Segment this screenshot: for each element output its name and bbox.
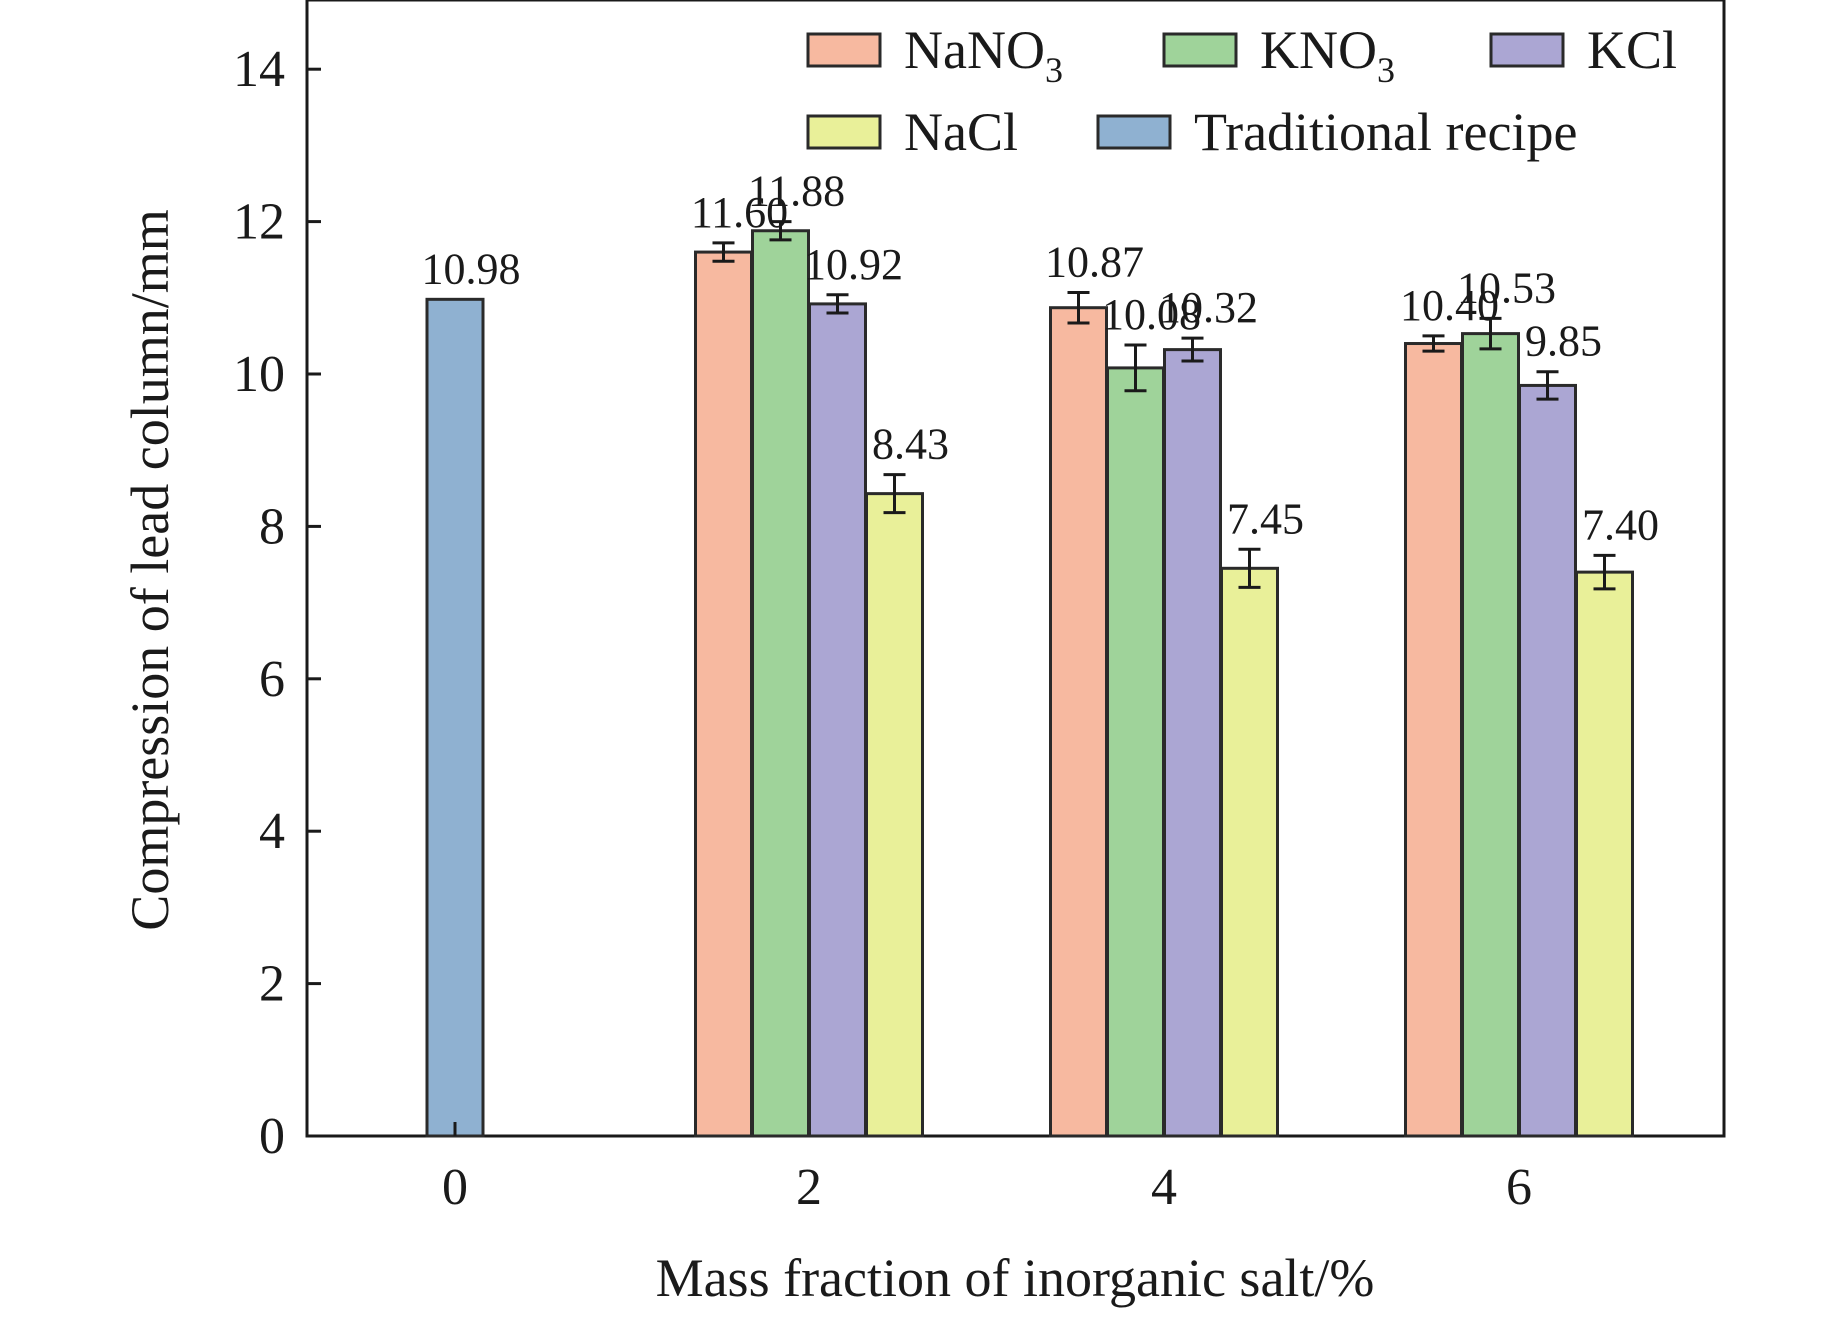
bar-traditional-0: [425, 297, 485, 1138]
legend-label-subscript: 3: [1377, 50, 1395, 90]
x-tick-label: 6: [1506, 1159, 1532, 1216]
legend-label-kcl: KCl: [1587, 20, 1677, 80]
x-tick-label: 2: [796, 1159, 822, 1216]
legend-label-traditional: Traditional recipe: [1194, 102, 1577, 162]
legend-label-text: Traditional recipe: [1194, 102, 1577, 162]
data-label-kcl-2: 10.92: [804, 240, 903, 289]
y-axis-title: Compression of lead column/mm: [120, 209, 180, 930]
data-label-nacl-4: 7.45: [1227, 494, 1304, 543]
legend-label-text: NaCl: [904, 102, 1018, 162]
y-tick-label: 10: [233, 346, 285, 403]
y-tick-label: 12: [233, 194, 285, 251]
legend-swatch-kcl: [1489, 32, 1565, 68]
bar-kcl-2: [808, 302, 867, 1138]
y-tick-label: 0: [259, 1108, 285, 1165]
data-label-kno3-4: 10.08: [1102, 290, 1201, 339]
plot-area-frame: [305, 0, 1726, 1138]
x-tick-label: 4: [1151, 1159, 1177, 1216]
legend-swatch-nano3: [806, 32, 882, 68]
data-label-nano3-6: 10.40: [1400, 281, 1499, 330]
bar-nano3-6: [1404, 342, 1463, 1138]
legend-label-subscript: 3: [1045, 50, 1063, 90]
data-label-traditional-0: 10.98: [422, 244, 521, 293]
data-label-nano3-2: 11.60: [691, 188, 788, 237]
bar-kcl-6: [1518, 383, 1577, 1138]
legend-swatch-nacl: [806, 114, 882, 150]
y-tick-label: 8: [259, 498, 285, 555]
data-label-kno3-6: 10.53: [1457, 263, 1556, 312]
data-label-nacl-6: 7.40: [1582, 500, 1659, 549]
bar-nacl-2: [865, 492, 924, 1138]
bar-kno3-4: [1106, 366, 1165, 1138]
legend-label-text: KCl: [1587, 20, 1677, 80]
y-tick-label: 2: [259, 956, 285, 1013]
legend-label-text: NaNO: [904, 20, 1045, 80]
legend-label-nano3: NaNO3: [904, 20, 1063, 90]
data-label-kcl-4: 10.32: [1159, 283, 1258, 332]
y-tick-label: 4: [259, 803, 285, 860]
legend-swatch-kno3: [1162, 32, 1238, 68]
bar-kno3-2: [751, 229, 810, 1138]
y-axis: 0 2 4 6 8 10 12 14: [233, 41, 321, 1165]
bar-nacl-4: [1220, 566, 1279, 1138]
bar-nano3-4: [1049, 306, 1108, 1138]
bar-nacl-6: [1575, 570, 1634, 1138]
x-tick-label: 0: [442, 1159, 468, 1216]
y-tick-label: 14: [233, 41, 285, 98]
legend-label-kno3: KNO3: [1260, 20, 1395, 90]
data-label-nano3-4: 10.87: [1045, 237, 1144, 286]
data-label-nacl-2: 8.43: [872, 420, 949, 469]
legend-swatch-traditional: [1096, 114, 1172, 150]
bar-nano3-2: [694, 250, 753, 1138]
bar-kno3-6: [1461, 332, 1520, 1138]
y-tick-label: 6: [259, 651, 285, 708]
x-axis-title: Mass fraction of inorganic salt/%: [656, 1248, 1375, 1308]
bar-kcl-4: [1163, 348, 1222, 1138]
data-label-kcl-6: 9.85: [1525, 317, 1602, 366]
legend-label-text: KNO: [1260, 20, 1377, 80]
data-label-kno3-2: 11.88: [748, 167, 845, 216]
legend-label-nacl: NaCl: [904, 102, 1018, 162]
